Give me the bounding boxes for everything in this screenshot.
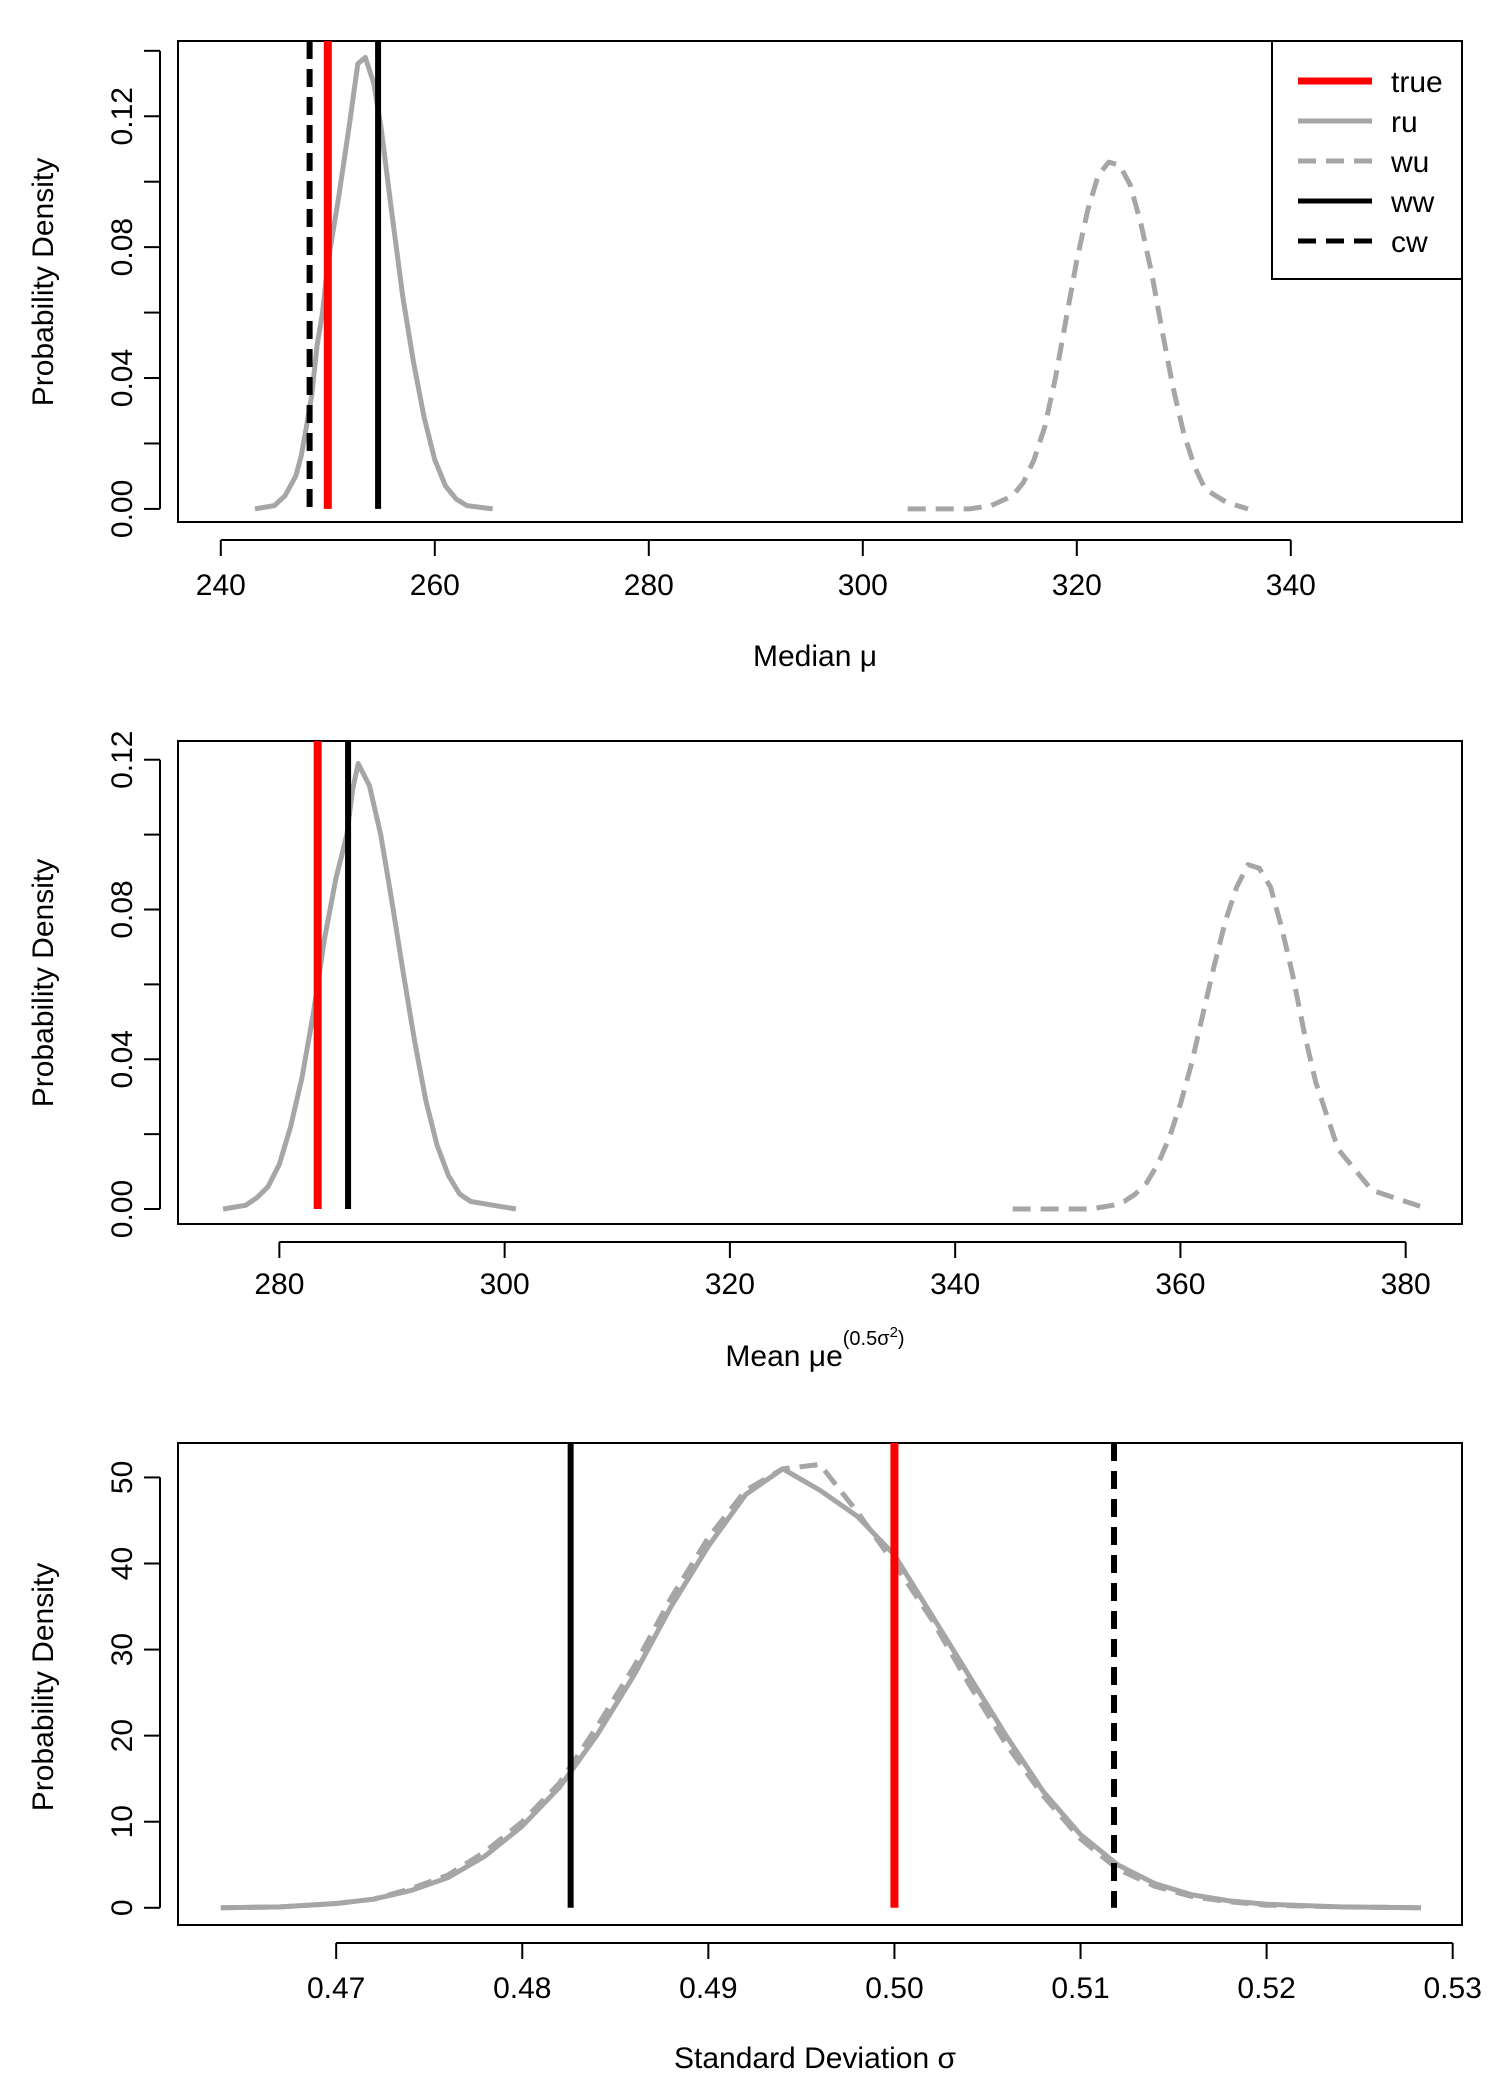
sd-x-tick-label: 0.52 — [1237, 1972, 1295, 2005]
sd-curve-wu — [220, 1462, 1422, 1911]
median-x-tick-label: 280 — [624, 569, 674, 602]
sd-x-tick-label: 0.50 — [865, 1972, 923, 2005]
mean-x-tick-label: 300 — [480, 1268, 530, 1301]
median-curve-wu — [907, 159, 1249, 512]
panel-mean-xlabel: Mean μe(0.5σ2) — [725, 1324, 904, 1373]
panel-mean-plot-area: 280 300 320 340 360 380 0.00 0.04 0.08 0.12 — [106, 731, 1463, 1301]
sd-y-tick-label: 20 — [106, 1719, 139, 1752]
mean-plot-frame — [177, 740, 1463, 1225]
sd-x-tick-label: 0.47 — [307, 1972, 365, 2005]
panel-sd-plot-area: 0.47 0.48 0.49 0.50 0.51 0.52 0.53 0 10 20 30 40 50 — [106, 1442, 1482, 2005]
sd-y-tick-label: 0 — [106, 1899, 139, 1916]
median-plot-frame — [177, 40, 1463, 523]
panel-median-ylabel: Probability Density — [27, 158, 60, 406]
median-curve-ru — [254, 54, 493, 512]
mean-x-tick-label: 380 — [1381, 1268, 1431, 1301]
sd-y-tick-label: 30 — [106, 1633, 139, 1666]
median-y-tick-label: 0.12 — [106, 87, 139, 145]
sd-plot-frame — [177, 1442, 1463, 1926]
sd-x-tick-label: 0.48 — [493, 1972, 551, 2005]
median-x-tick-label: 320 — [1052, 569, 1102, 602]
panel-mean-ylabel: Probability Density — [27, 859, 60, 1107]
legend-label-ww: ww — [1390, 186, 1435, 219]
sd-y-tick-label: 50 — [106, 1461, 139, 1494]
panel-sd: 0.47 0.48 0.49 0.50 0.51 0.52 0.5301020304050 … — [27, 1442, 1482, 2075]
mean-x-tick-label: 340 — [930, 1268, 980, 1301]
panel-mean: 280 300 320 340 360 380 0.00 0.04 0.08 0.12 Mean … — [27, 731, 1463, 1373]
median-x-tick-label: 260 — [410, 569, 460, 602]
legend-label-true: true — [1391, 66, 1443, 99]
panel-sd-ylabel: Probability Density — [27, 1563, 60, 1811]
sd-x-tick-label: 0.53 — [1424, 1972, 1482, 2005]
median-y-tick-label: 0.00 — [106, 480, 139, 538]
mean-curve-ru — [222, 761, 517, 1212]
median-y-tick-label: 0.08 — [106, 218, 139, 276]
median-x-tick-label: 340 — [1266, 569, 1316, 602]
panel-median-xlabel: Median μ — [753, 640, 877, 673]
mean-x-tick-label: 360 — [1155, 1268, 1205, 1301]
median-y-tick-label: 0.04 — [106, 349, 139, 407]
mean-curve-wu — [1012, 862, 1429, 1212]
sd-y-tick-label: 10 — [106, 1805, 139, 1838]
mean-x-tick-label: 320 — [705, 1268, 755, 1301]
legend: true ru wu ww cw — [1271, 40, 1463, 280]
legend-label-ru: ru — [1391, 106, 1418, 139]
sd-y-tick-label: 40 — [106, 1547, 139, 1580]
panel-median-plot-area: 240 260 280 300 320 340 0.00 0.04 0.08 0.12 — [106, 40, 1463, 602]
mean-y-tick-label: 0.04 — [106, 1030, 139, 1088]
mean-y-tick-label: 0.00 — [106, 1180, 139, 1238]
panel-sd-xlabel: Standard Deviation σ — [674, 2042, 956, 2075]
sd-x-tick-label: 0.51 — [1051, 1972, 1109, 2005]
sd-curve-ru — [220, 1466, 1422, 1911]
legend-label-wu: wu — [1390, 146, 1429, 179]
legend-label-cw: cw — [1391, 226, 1428, 259]
median-x-tick-label: 300 — [838, 569, 888, 602]
mean-x-tick-label: 280 — [254, 1268, 304, 1301]
median-x-tick-label: 240 — [196, 569, 246, 602]
mean-y-tick-label: 0.12 — [106, 731, 139, 789]
sd-x-tick-label: 0.49 — [679, 1972, 737, 2005]
mean-y-tick-label: 0.08 — [106, 880, 139, 938]
panel-median: 240 260 280 300 320 340 0.00 0.04 0.08 0.12 Media… — [27, 40, 1463, 673]
